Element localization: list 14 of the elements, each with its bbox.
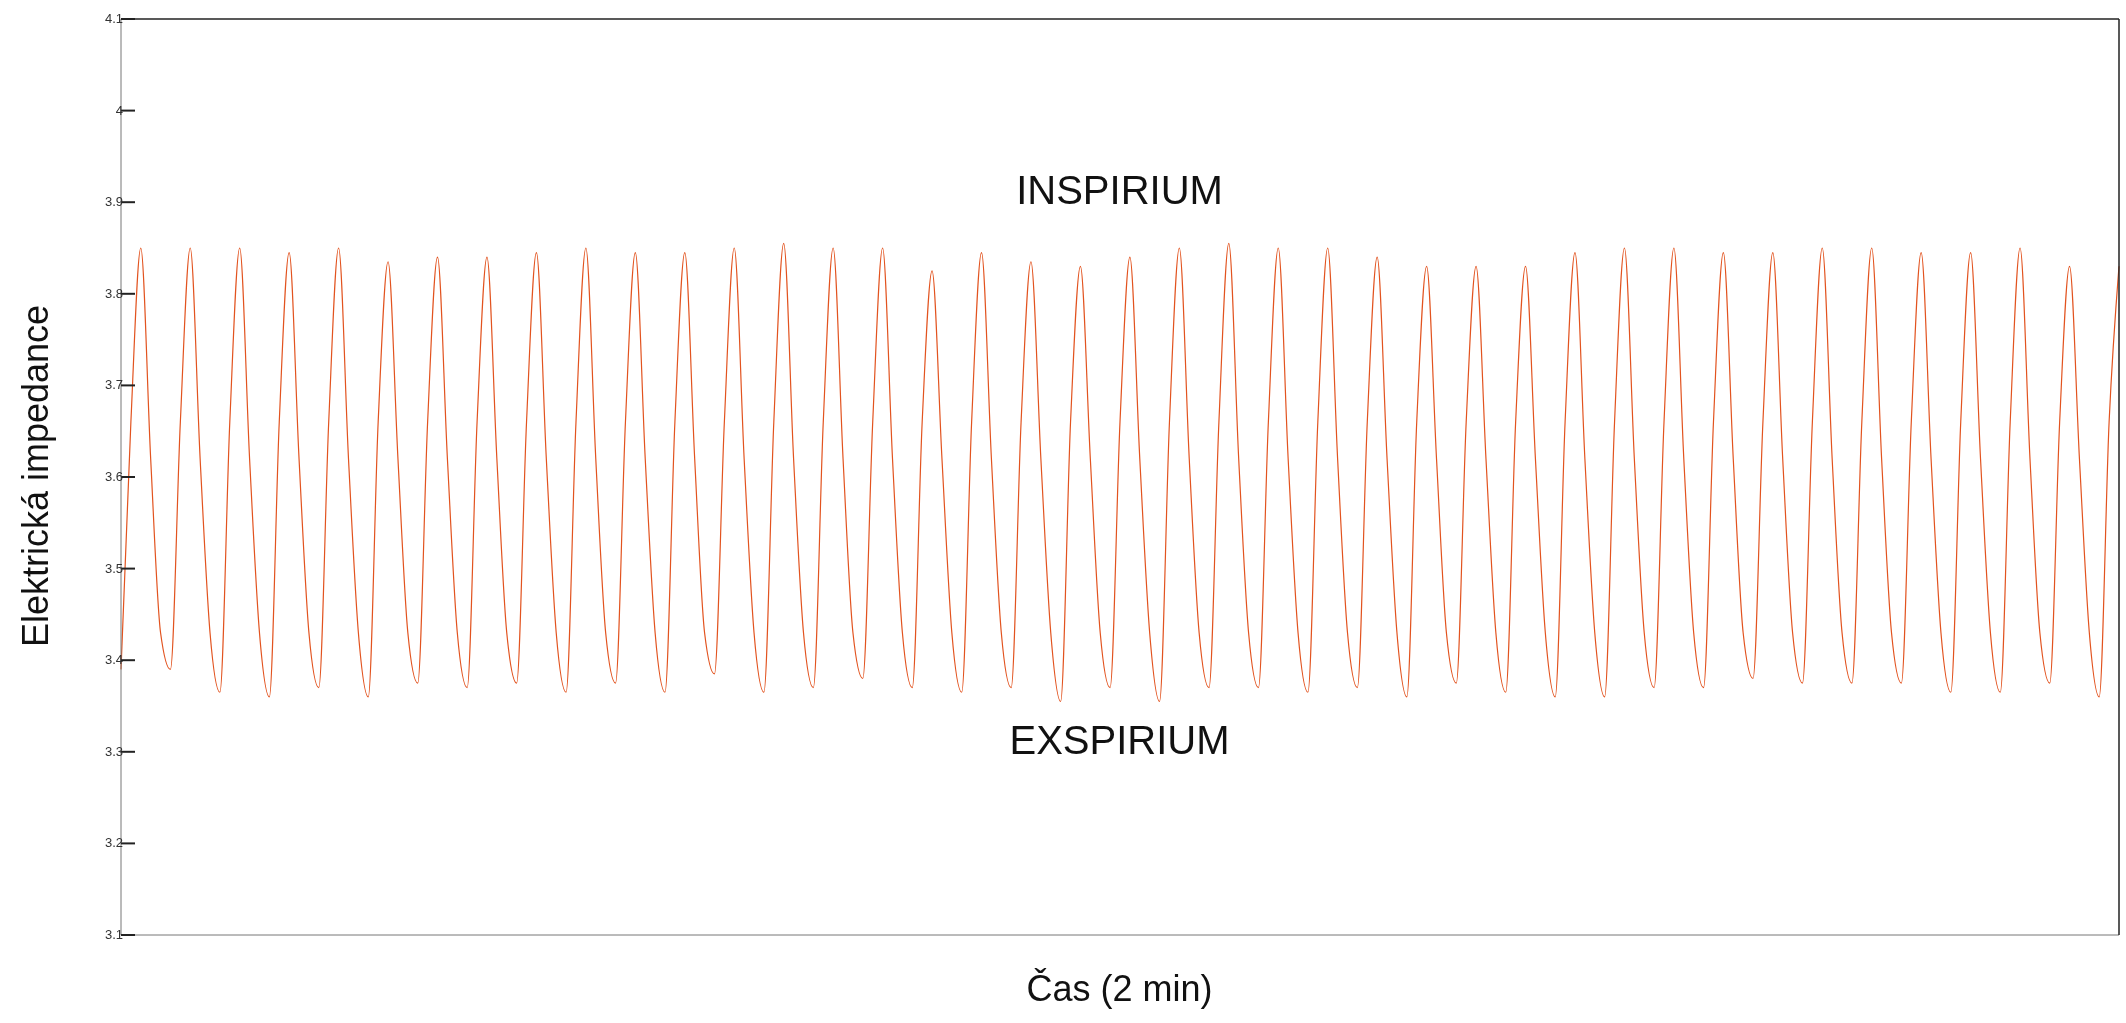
- annotation: EXSPIRIUM: [1009, 718, 1230, 763]
- x-axis-title: Čas (2 min): [1025, 968, 1214, 1010]
- y-tick-label: 4.1: [104, 11, 123, 26]
- y-tick-label: 3.3: [104, 743, 123, 759]
- y-tick-label: 3.5: [104, 560, 123, 576]
- y-tick-label: 3.8: [104, 285, 123, 301]
- y-tick-label: 4: [115, 102, 123, 118]
- annotation: INSPIRIUM: [1016, 168, 1223, 213]
- y-tick-label: 3.7: [104, 377, 123, 393]
- y-axis-title: Elektrická impedance: [15, 303, 57, 649]
- y-tick-label: 3.9: [104, 194, 123, 210]
- y-tick-label: 3.1: [104, 927, 123, 942]
- y-tick-label: 3.6: [104, 469, 123, 484]
- y-tick-label: 3.2: [104, 835, 123, 851]
